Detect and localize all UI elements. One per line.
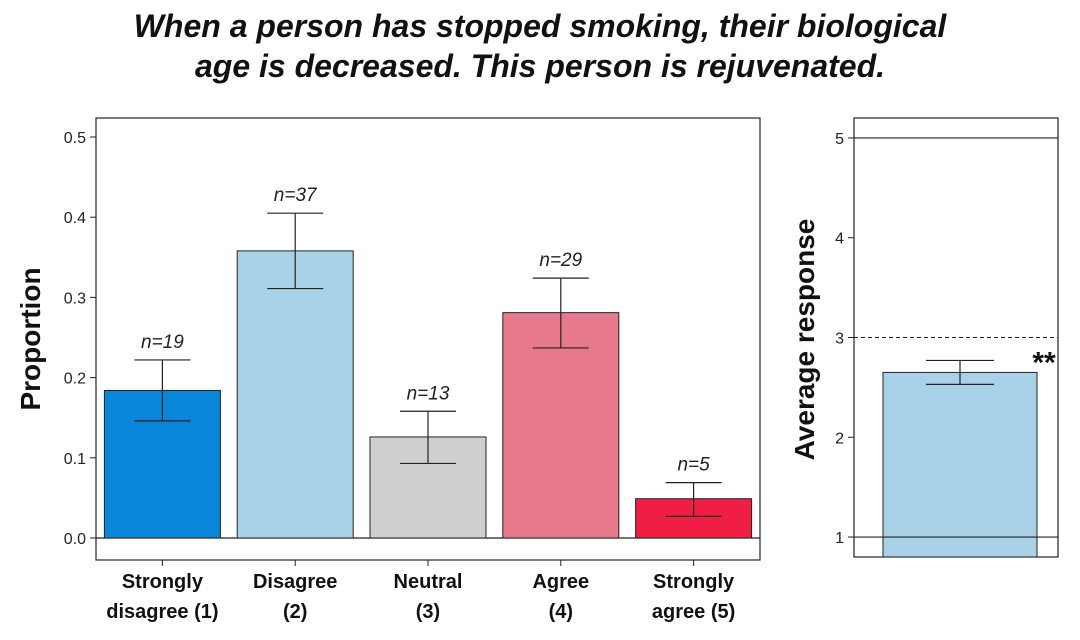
average-response-bar (882, 371, 1038, 558)
category-label-line2: (3) (416, 601, 440, 623)
category-label-line2: (2) (283, 601, 307, 623)
category-label-line1: Disagree (253, 571, 338, 593)
y-tick-label: 0.4 (64, 210, 86, 227)
y-tick-label: 0.5 (64, 130, 86, 147)
title-line-2: age is decreased. This person is rejuven… (194, 48, 886, 84)
category-label-line2: (4) (549, 601, 573, 623)
bar-2 (236, 250, 354, 539)
n-label: n=29 (539, 250, 582, 271)
y-tick-label: 0.0 (64, 531, 86, 548)
y-tick-label: 5 (835, 131, 844, 148)
category-label-line1: Neutral (394, 571, 463, 593)
n-label: n=37 (274, 185, 318, 206)
category-label-line1: Strongly (653, 571, 735, 593)
y-tick-label: 3 (835, 331, 844, 348)
n-label: n=5 (677, 455, 710, 476)
n-label: n=13 (407, 383, 450, 404)
y-tick-label: 4 (835, 231, 844, 248)
y-tick-label: 1 (835, 530, 844, 547)
y-axis-label-average-response: Average response (789, 219, 820, 461)
y-tick-label: 0.1 (64, 451, 86, 468)
significance-marker: ** (1032, 346, 1056, 379)
category-label-line1: Strongly (122, 571, 204, 593)
category-label-line2: agree (5) (652, 601, 735, 623)
y-tick-label: 0.2 (64, 371, 86, 388)
chart-title: When a person has stopped smoking, their… (0, 6, 1080, 86)
category-label-line1: Agree (532, 571, 589, 593)
category-label-line2: disagree (1) (106, 601, 218, 623)
y-tick-label: 2 (835, 430, 844, 447)
n-label: n=19 (141, 332, 184, 353)
y-axis-label-proportion: Proportion (15, 267, 46, 410)
title-line-1: When a person has stopped smoking, their… (133, 8, 947, 44)
y-tick-label: 0.3 (64, 290, 86, 307)
